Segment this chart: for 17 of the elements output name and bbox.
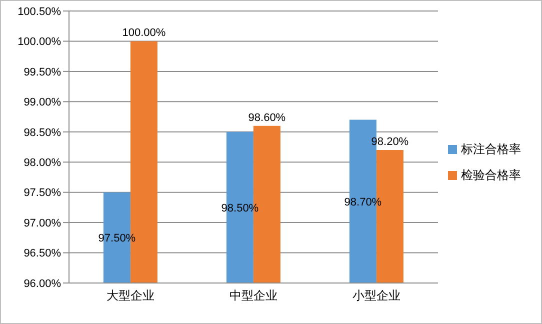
legend-label: 标注合格率 xyxy=(461,142,521,156)
data-label: 98.60% xyxy=(248,112,286,124)
y-tick-label: 99.50% xyxy=(24,66,62,78)
x-tick-label: 小型企业 xyxy=(352,288,400,303)
data-label: 100.00% xyxy=(122,27,166,40)
y-tick-label: 99.00% xyxy=(24,96,62,109)
y-tick-label: 96.50% xyxy=(24,248,62,260)
x-tick-label: 大型企业 xyxy=(106,288,154,303)
y-tick-label: 98.50% xyxy=(24,126,62,139)
y-tick-label: 97.50% xyxy=(24,187,62,200)
y-tick-label: 100.00% xyxy=(18,36,62,48)
x-tick-label: 中型企业 xyxy=(230,288,278,303)
y-tick-label: 97.00% xyxy=(24,217,62,230)
legend-label: 检验合格率 xyxy=(461,168,521,182)
y-tick-label: 100.50% xyxy=(18,6,62,18)
y-tick-label: 96.00% xyxy=(24,278,62,290)
y-tick-label: 98.00% xyxy=(24,157,62,170)
